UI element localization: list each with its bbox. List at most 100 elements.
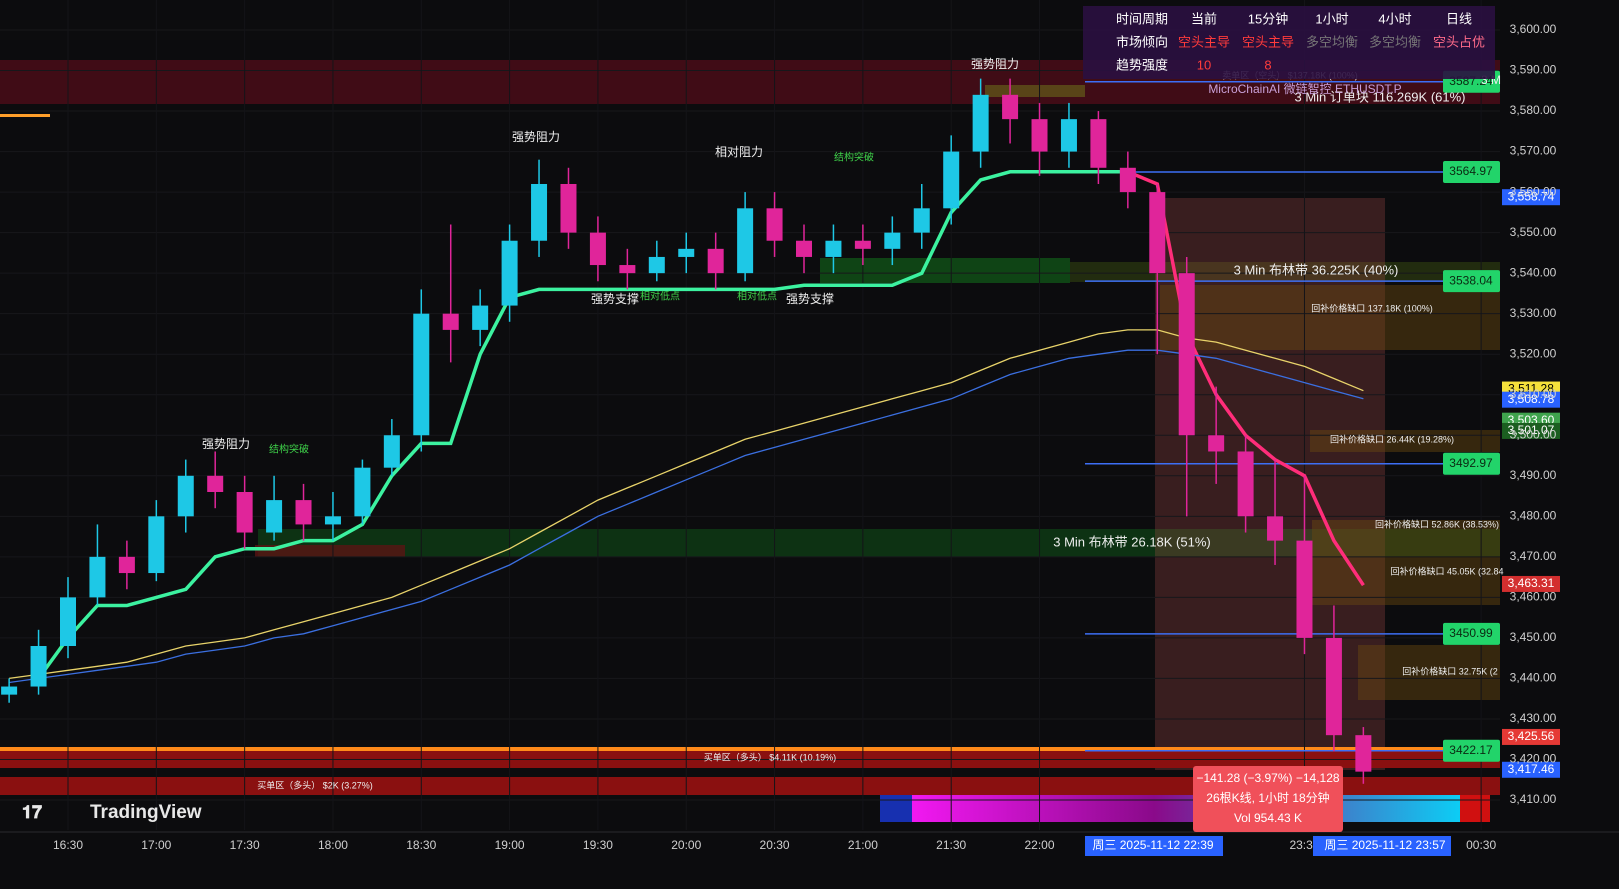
annotation: 回补价格缺口 52.86K (38.53%) (1375, 518, 1499, 529)
candle (148, 500, 165, 582)
candle-body (177, 475, 194, 517)
y-tick-label: 3,470.00 (1510, 549, 1557, 563)
candle-body (1237, 451, 1254, 517)
candle (354, 459, 371, 525)
zone-edge (0, 747, 1500, 751)
candle (766, 192, 783, 257)
price-tag-label: 3,508.78 (1508, 392, 1555, 406)
annotation: MicroChainAI 微链智控 ETHUSDT.P (1208, 81, 1401, 96)
support-zone (820, 258, 1070, 283)
annotation: 买单区（多头） $4.11K (10.19%) (704, 751, 836, 762)
level-box (1443, 270, 1500, 293)
candle-body (236, 492, 253, 533)
candle (236, 475, 253, 549)
panel-cell: 多空均衡 (1306, 34, 1358, 49)
candle (60, 577, 76, 659)
candle (1178, 256, 1195, 517)
candle (1149, 183, 1166, 355)
candle (177, 459, 194, 533)
candle-body (60, 597, 76, 647)
candle (1208, 386, 1225, 484)
level-box (1443, 452, 1500, 475)
price-tag (1502, 189, 1560, 206)
candle (118, 540, 135, 590)
y-tick-label: 3,460.00 (1510, 590, 1557, 604)
indicator-line (9, 349, 1364, 684)
logo: TradingView (90, 802, 202, 823)
candle (737, 192, 754, 282)
candle (383, 419, 400, 476)
y-tick-label: 3,530.00 (1510, 306, 1557, 320)
candle (648, 240, 665, 282)
candle-body (943, 151, 960, 209)
candle-body (295, 500, 312, 525)
momentum-cell (880, 795, 912, 822)
y-tick-label: 3,520.00 (1510, 346, 1557, 360)
tooltip-line: 26根K线, 1小时 18分钟 (1206, 790, 1329, 805)
candle-body (1002, 94, 1019, 120)
candle-body (89, 556, 106, 598)
candle-body (737, 208, 754, 274)
candle-body (854, 240, 871, 249)
annotation: 相对阻力 (715, 145, 763, 159)
band-zone (1070, 262, 1500, 282)
candle (1, 678, 18, 703)
level-box (1443, 160, 1500, 183)
x-tick-label: 22:00 (1025, 838, 1055, 852)
y-tick-label: 3,430.00 (1510, 711, 1557, 725)
order-block (985, 85, 1085, 97)
candle (1296, 475, 1313, 655)
panel-cell: 8 (1264, 57, 1271, 72)
price-tag (1502, 575, 1560, 592)
panel-cell: 4小时 (1378, 11, 1411, 26)
y-tick-label: 3,490.00 (1510, 468, 1557, 482)
candle (1090, 111, 1107, 184)
candle (30, 629, 47, 695)
x-tick-label: 19:30 (583, 838, 613, 852)
candle (1325, 605, 1342, 752)
annotation: 3 Min 布林带 36.225K (40%) (1234, 262, 1399, 277)
candle (560, 167, 577, 249)
panel-cell: 空头占优 (1433, 34, 1485, 49)
date-label-box (1085, 836, 1223, 856)
candle (943, 135, 960, 225)
candle-body (884, 232, 901, 249)
x-tick-label: 20:30 (760, 838, 790, 852)
y-tick-label: 3,410.00 (1510, 792, 1557, 806)
candle (825, 224, 842, 274)
candle (707, 232, 724, 290)
panel-cell: 空头主导 (1178, 34, 1230, 49)
panel-cell: 当前 (1191, 11, 1217, 26)
info-panel (1083, 6, 1495, 79)
level-box-label: 3422.17 (1449, 743, 1493, 757)
panel-cell: 空头主导 (1242, 34, 1294, 49)
x-tick-label: 21:00 (848, 838, 878, 852)
y-tick-label: 3,560.00 (1510, 184, 1557, 198)
x-tick-label: 18:00 (318, 838, 348, 852)
candle-body (825, 240, 842, 257)
x-tick-label: 17:30 (230, 838, 260, 852)
candle-body (531, 183, 548, 241)
demand-zone (255, 545, 405, 557)
level-box-label: 3450.99 (1449, 626, 1493, 640)
candle-body (1325, 637, 1342, 736)
candle (1237, 435, 1254, 533)
candle-body (118, 556, 135, 574)
x-tick-label: 00:30 (1466, 838, 1496, 852)
annotation: 回补价格缺口 32.75K (2 (1402, 665, 1498, 676)
candle (1267, 459, 1284, 565)
candle-body (266, 500, 283, 533)
candle (913, 183, 930, 249)
candle (531, 159, 548, 257)
annotation: 强势阻力 (971, 57, 1019, 71)
candle-body (1119, 167, 1136, 193)
y-tick-label: 3,440.00 (1510, 671, 1557, 685)
candle-body (619, 265, 636, 274)
annotation: 回补价格缺口 26.44K (19.28%) (1330, 433, 1454, 444)
candle-body (1355, 735, 1372, 772)
marker (0, 114, 50, 117)
price-tag-label: 3,501.07 (1508, 423, 1555, 437)
annotation: 强势阻力 (512, 130, 560, 144)
annotation: 3 Min 布林带 26.18K (51%) (1053, 534, 1211, 549)
